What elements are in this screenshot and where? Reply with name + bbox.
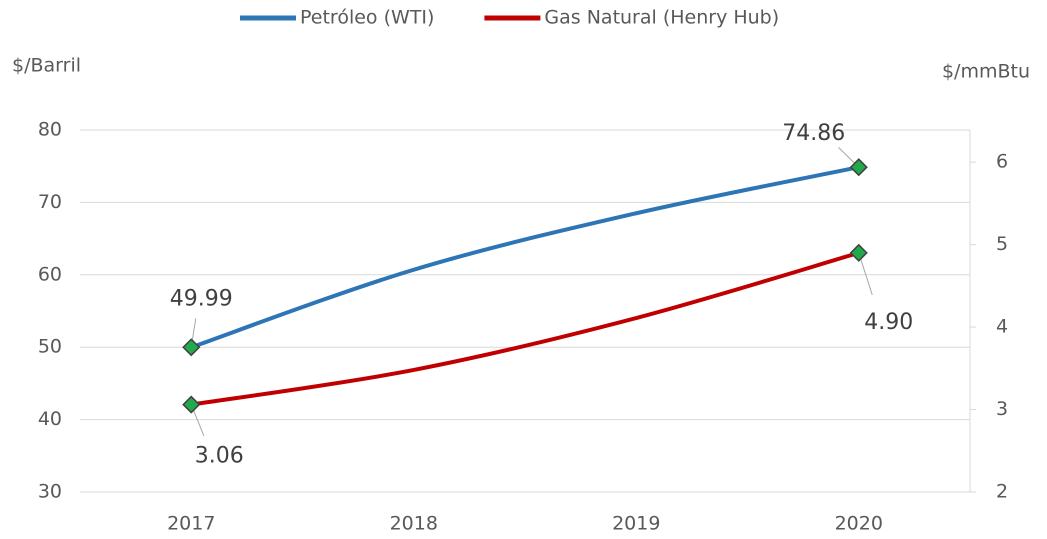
y-tick-label: 80 — [38, 119, 62, 141]
data-label: 4.90 — [864, 310, 913, 335]
leader-line — [858, 252, 873, 296]
y2-tick-label: 5 — [996, 233, 1008, 255]
y2-tick-label: 3 — [996, 398, 1008, 420]
y2-tick-label: 4 — [996, 316, 1008, 338]
legend-label: Petróleo (WTI) — [300, 7, 434, 29]
y-tick-label: 50 — [38, 336, 62, 358]
y-tick-label: 30 — [38, 481, 62, 503]
y2-tick-label: 6 — [996, 151, 1008, 173]
data-label: 49.99 — [170, 286, 233, 311]
y-tick-label: 60 — [38, 263, 62, 285]
series-line — [190, 165, 860, 350]
y2-axis-title: $/mmBtu — [942, 61, 1030, 83]
y-tick-label: 70 — [38, 191, 62, 213]
y-tick-label: 40 — [38, 408, 62, 430]
x-tick-label: 2020 — [835, 513, 883, 535]
legend-label: Gas Natural (Henry Hub) — [544, 7, 779, 29]
x-tick-label: 2019 — [612, 513, 660, 535]
marker — [849, 243, 868, 262]
y2-tick-label: 2 — [996, 481, 1008, 503]
marker — [182, 395, 201, 414]
marker — [849, 158, 868, 177]
y-axis-title: $/Barril — [12, 55, 81, 77]
x-tick-label: 2017 — [167, 513, 215, 535]
marker — [182, 338, 201, 357]
data-label: 3.06 — [195, 444, 244, 469]
x-tick-label: 2018 — [390, 513, 438, 535]
data-label: 74.86 — [782, 121, 845, 146]
series-line — [190, 250, 860, 407]
